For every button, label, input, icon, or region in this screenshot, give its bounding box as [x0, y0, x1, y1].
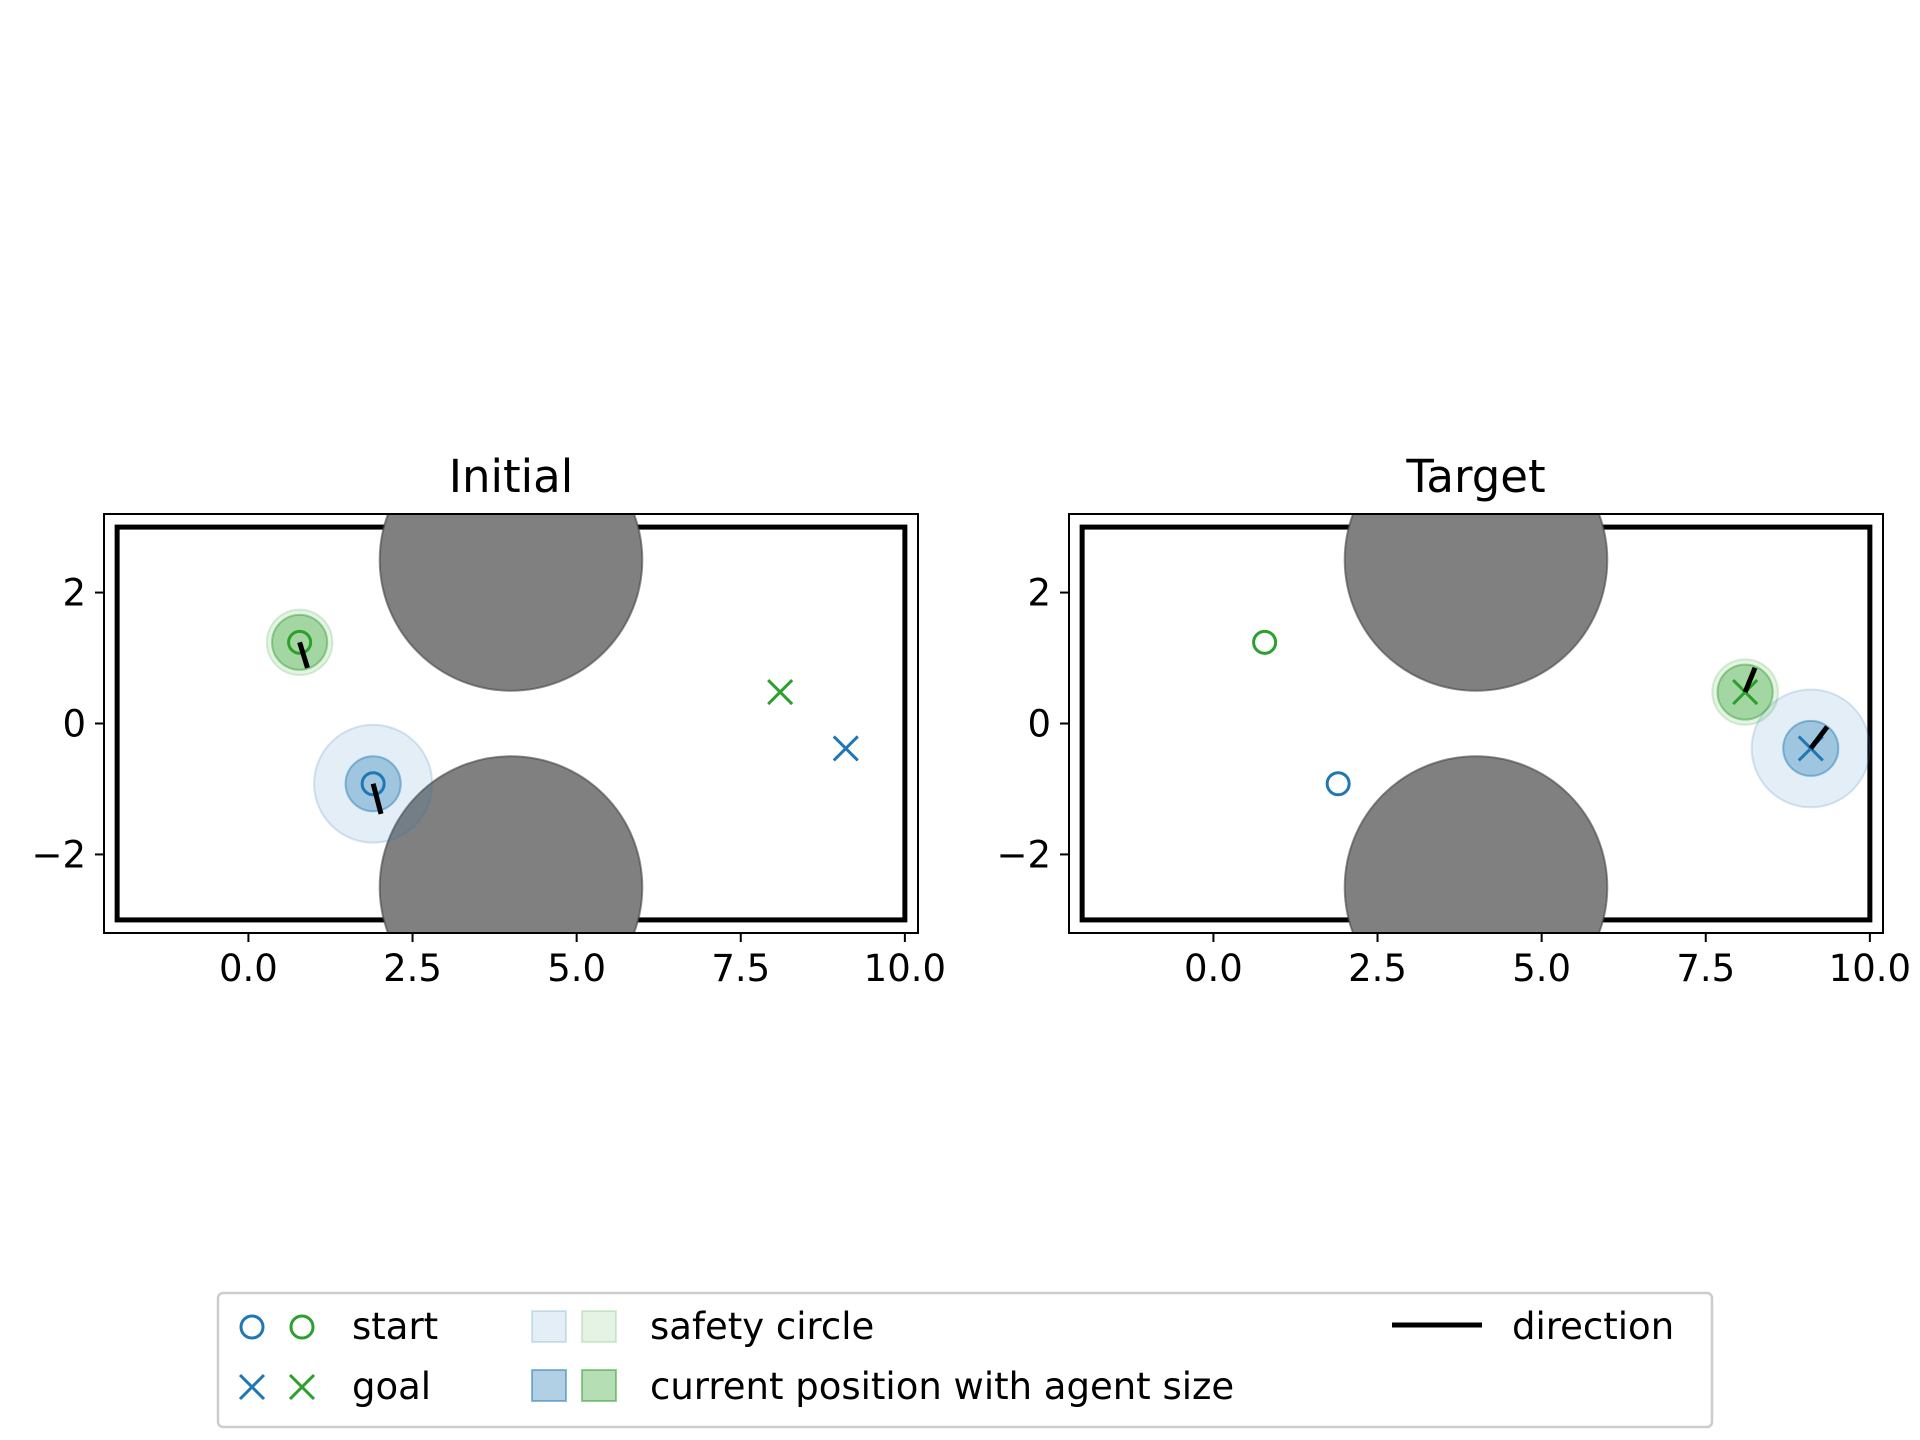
obstacle-circle-1 — [378, 514, 644, 692]
x-tick-label: 2.5 — [383, 947, 442, 990]
x-tick-label: 5.0 — [1512, 947, 1571, 990]
legend-direction-label: direction — [1512, 1305, 1674, 1348]
y-tick-label: 2 — [62, 572, 86, 615]
direction-line-blue — [370, 783, 384, 815]
goal-marker-green — [767, 679, 794, 706]
x-tick-label: 0.0 — [1184, 947, 1243, 990]
start-marker-blue — [360, 771, 386, 797]
subplot-title: Initial — [449, 450, 574, 503]
y-tick-label: 0 — [62, 703, 86, 746]
legend-goal-marker-green — [288, 1373, 316, 1401]
x-tick-label: 10.0 — [864, 947, 946, 990]
legend-goal-marker-blue — [238, 1373, 266, 1401]
start-marker-green — [287, 629, 313, 655]
obstacle-circle-2 — [1343, 755, 1609, 933]
y-tick-label: −2 — [31, 833, 86, 876]
legend-current-patch-green — [581, 1369, 617, 1402]
direction-line-green — [297, 641, 310, 669]
x-tick-label: 7.5 — [1676, 947, 1735, 990]
x-tick-label: 5.0 — [547, 947, 606, 990]
subplot-initial: 0.0 2.5 5.0 7.5 10.0 −2 0 2 Initial — [31, 450, 946, 990]
start-marker-green — [1252, 629, 1278, 655]
legend-goal-label: goal — [352, 1365, 431, 1408]
direction-line-green — [1742, 666, 1758, 694]
legend-current-patch-blue — [531, 1369, 567, 1402]
x-tick-label: 2.5 — [1348, 947, 1407, 990]
x-tick-label: 10.0 — [1829, 947, 1911, 990]
start-marker-blue — [1325, 771, 1351, 797]
subplot-target: 0.0 2.5 5.0 7.5 10.0 −2 0 2 Target — [996, 450, 1911, 990]
legend-start-marker-green — [289, 1314, 315, 1340]
x-tick-label: 7.5 — [711, 947, 770, 990]
obstacle-circle-1 — [1343, 514, 1609, 692]
legend-safety-patch-blue — [531, 1310, 567, 1343]
goal-marker-blue — [832, 735, 859, 762]
plot-area — [1079, 514, 1873, 933]
direction-line-blue — [1808, 725, 1830, 750]
subplot-title: Target — [1405, 450, 1545, 503]
legend-start-label: start — [352, 1305, 438, 1348]
obstacle-circle-2 — [378, 755, 644, 933]
legend-safety-label: safety circle — [650, 1305, 874, 1348]
y-tick-label: −2 — [996, 833, 1051, 876]
legend-safety-patch-green — [581, 1310, 617, 1343]
x-tick-label: 0.0 — [219, 947, 278, 990]
legend-start-marker-blue — [239, 1314, 265, 1340]
legend: start goal safety circle current positio… — [216, 1291, 1714, 1429]
plot-area — [114, 514, 908, 933]
legend-current-label: current position with agent size — [650, 1365, 1234, 1408]
y-tick-label: 2 — [1027, 572, 1051, 615]
y-tick-label: 0 — [1027, 703, 1051, 746]
legend-frame — [216, 1291, 1714, 1429]
